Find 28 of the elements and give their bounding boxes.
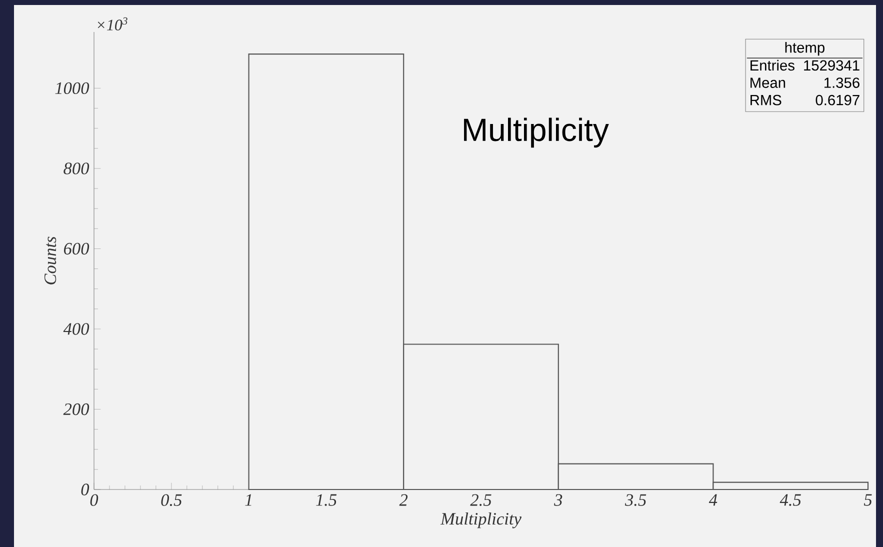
x-tick-label: 2 [399,494,408,506]
x-tick-label: 2.5 [470,494,492,506]
y-tick-label: 1000 [55,82,90,94]
text: Multiplicity [464,118,609,148]
annotation: 0.6197 [816,94,860,106]
x-tick-label: 3 [554,494,562,506]
y-tick-label: 400 [63,323,90,335]
x-tick-label: 4.5 [780,494,801,506]
x-tick-label: 1 [245,494,252,506]
x-tick-label: 4 [708,494,718,506]
y-tick-label: 800 [64,162,90,174]
annotation: Mean [750,78,786,88]
x-tick-label: 5 [864,494,872,506]
x-tick-label: 3.5 [624,494,646,506]
y-tick-label: 600 [64,242,90,255]
annotation: 1.356 [824,78,860,88]
annotation: RMS [750,94,782,106]
y-tick-label: 0 [81,484,90,496]
x-tick-label: 1.5 [316,494,337,506]
x-tick-label: 0 [90,494,98,506]
y-tick-label: 200 [63,403,90,416]
annotation: htemp [785,42,824,56]
x-axis-title: Multiplicity [440,512,522,528]
annotation: Entries [750,60,794,71]
annotation: 1529341 [804,60,860,71]
text: ×10$^{3}$ [98,17,128,30]
x-tick-label: 0.5 [161,494,182,506]
y-axis-title: Counts [44,236,56,284]
